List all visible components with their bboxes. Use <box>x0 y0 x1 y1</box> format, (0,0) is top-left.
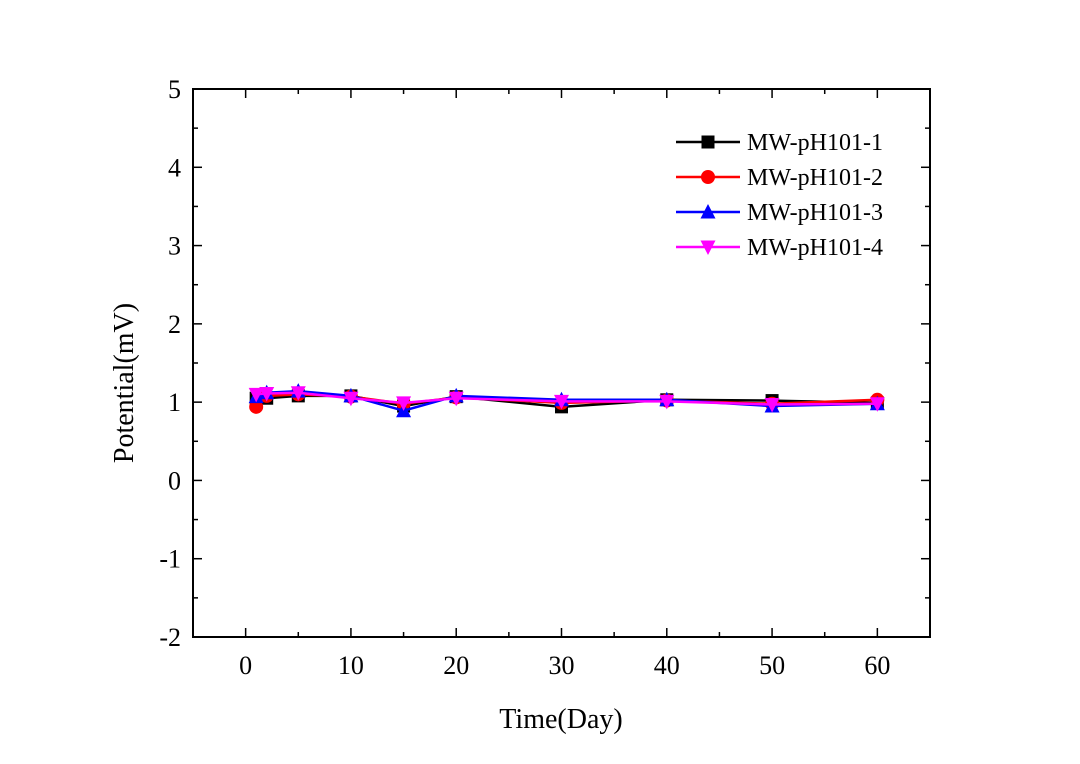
x-tick-label: 60 <box>864 651 890 680</box>
legend-marker <box>701 170 715 184</box>
x-tick-label: 30 <box>549 651 575 680</box>
legend-label: MW-pH101-1 <box>747 130 883 156</box>
y-tick-label: 3 <box>168 232 181 261</box>
y-tick-label: 0 <box>168 466 181 495</box>
legend-marker <box>700 204 716 219</box>
legend-item: MW-pH101-2 <box>676 165 883 191</box>
x-tick-label: 50 <box>759 651 785 680</box>
data-point <box>764 397 780 413</box>
data-point <box>869 397 885 412</box>
series-4 <box>248 386 885 413</box>
y-tick-label: -2 <box>159 623 181 652</box>
data-point <box>448 391 464 407</box>
series-layer <box>248 383 885 418</box>
data-point <box>554 394 569 410</box>
x-tick-label: 0 <box>239 651 252 680</box>
y-tick-label: 1 <box>168 388 181 417</box>
series-line <box>256 391 878 406</box>
x-axis-title: Time(Day) <box>499 704 622 735</box>
legend-item: MW-pH101-1 <box>676 130 883 156</box>
y-tick-label: 4 <box>168 153 181 182</box>
axis-ticks: 0 10 20 30 40 50 60 -2 -1 0 1 2 3 4 5 <box>159 75 930 680</box>
legend-item: MW-pH101-3 <box>676 200 883 226</box>
legend: MW-pH101-1 MW-pH101-2 MW-pH101-3 MW-pH101-4 <box>676 130 883 261</box>
data-point <box>659 394 675 410</box>
data-point <box>248 387 264 403</box>
data-point <box>259 387 275 402</box>
legend-marker <box>700 240 716 255</box>
y-tick-label: -1 <box>159 545 181 574</box>
data-point <box>343 391 359 407</box>
legend-label: MW-pH101-3 <box>747 200 883 226</box>
data-point <box>396 396 412 411</box>
legend-label: MW-pH101-4 <box>747 235 883 261</box>
y-tick-label: 5 <box>168 75 181 104</box>
y-tick-label: 2 <box>168 310 181 339</box>
legend-marker <box>701 135 715 149</box>
legend-item: MW-pH101-4 <box>676 235 883 261</box>
x-tick-label: 10 <box>338 651 364 680</box>
x-tick-label: 20 <box>443 651 469 680</box>
data-point <box>290 386 306 401</box>
y-axis-title: Potential(mV) <box>109 303 140 463</box>
data-point <box>249 399 264 414</box>
legend-label: MW-pH101-2 <box>747 165 883 191</box>
x-tick-label: 40 <box>654 651 680 680</box>
